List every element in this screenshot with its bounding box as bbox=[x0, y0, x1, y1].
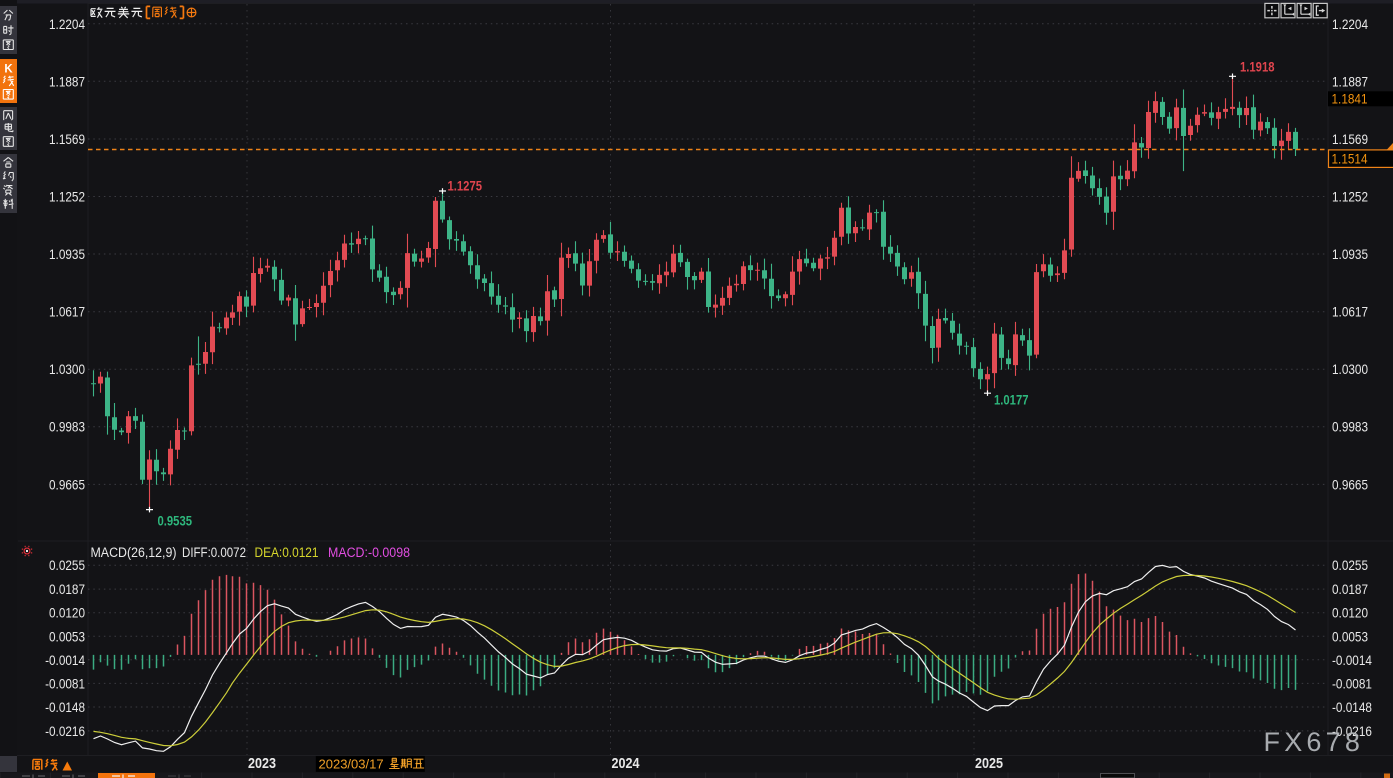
svg-text:-0.0148: -0.0148 bbox=[45, 699, 85, 715]
svg-text:-0.0014: -0.0014 bbox=[1332, 652, 1372, 668]
svg-text:-0.0081: -0.0081 bbox=[45, 675, 85, 691]
svg-text:DEA:0.0121: DEA:0.0121 bbox=[255, 545, 319, 560]
svg-text:2024: 2024 bbox=[612, 756, 640, 772]
svg-text:0.9665: 0.9665 bbox=[1332, 476, 1368, 492]
svg-text:0.0053: 0.0053 bbox=[1332, 628, 1368, 644]
svg-text:MACD(26,12,9): MACD(26,12,9) bbox=[91, 545, 177, 560]
svg-text:1.2204: 1.2204 bbox=[49, 16, 85, 32]
svg-text:-0.0216: -0.0216 bbox=[1332, 723, 1372, 739]
svg-text:MACD:-0.0098: MACD:-0.0098 bbox=[328, 545, 410, 560]
svg-text:0.0187: 0.0187 bbox=[1332, 581, 1368, 597]
svg-text:1.1252: 1.1252 bbox=[49, 189, 85, 205]
svg-text:2023: 2023 bbox=[248, 756, 276, 772]
svg-text:1.0617: 1.0617 bbox=[49, 304, 85, 320]
svg-text:-0.0216: -0.0216 bbox=[45, 723, 85, 739]
svg-text:0.0187: 0.0187 bbox=[49, 581, 85, 597]
svg-text:0.9983: 0.9983 bbox=[49, 419, 85, 435]
svg-text:1.1841: 1.1841 bbox=[1332, 91, 1368, 107]
svg-text:1.1887: 1.1887 bbox=[49, 73, 85, 89]
svg-text:0.9535: 0.9535 bbox=[158, 514, 193, 529]
svg-text:1.1569: 1.1569 bbox=[49, 131, 85, 147]
svg-text:0.9983: 0.9983 bbox=[1332, 419, 1368, 435]
svg-text:DIFF:0.0072: DIFF:0.0072 bbox=[182, 545, 246, 560]
svg-text:K: K bbox=[4, 63, 13, 75]
svg-text:-0.0014: -0.0014 bbox=[45, 652, 85, 668]
svg-text:0.0120: 0.0120 bbox=[1332, 605, 1368, 621]
svg-text:1.1275: 1.1275 bbox=[448, 179, 483, 194]
svg-text:FX678: FX678 bbox=[1264, 727, 1365, 757]
svg-text:1.0300: 1.0300 bbox=[1332, 361, 1368, 377]
svg-text:0.9665: 0.9665 bbox=[49, 476, 85, 492]
svg-text:1.1887: 1.1887 bbox=[1332, 73, 1368, 89]
svg-text:0.0053: 0.0053 bbox=[49, 628, 85, 644]
svg-text:2025: 2025 bbox=[975, 756, 1003, 772]
svg-text:2023/03/17: 2023/03/17 bbox=[319, 756, 384, 771]
svg-text:1.1569: 1.1569 bbox=[1332, 131, 1368, 147]
svg-text:0.0120: 0.0120 bbox=[49, 605, 85, 621]
svg-text:1.1918: 1.1918 bbox=[1240, 60, 1275, 75]
svg-text:-0.0081: -0.0081 bbox=[1332, 675, 1372, 691]
svg-text:0.0255: 0.0255 bbox=[49, 557, 85, 573]
svg-text:1.0300: 1.0300 bbox=[49, 361, 85, 377]
svg-text:1.0935: 1.0935 bbox=[49, 246, 85, 262]
svg-text:1.0617: 1.0617 bbox=[1332, 304, 1368, 320]
svg-text:0.0255: 0.0255 bbox=[1332, 557, 1368, 573]
svg-text:1.1514: 1.1514 bbox=[1332, 151, 1368, 167]
svg-text:1.1252: 1.1252 bbox=[1332, 189, 1368, 205]
svg-text:1.2204: 1.2204 bbox=[1332, 16, 1368, 32]
svg-text:1.0177: 1.0177 bbox=[994, 393, 1029, 408]
svg-text:-0.0148: -0.0148 bbox=[1332, 699, 1372, 715]
svg-text:1.0935: 1.0935 bbox=[1332, 246, 1368, 262]
